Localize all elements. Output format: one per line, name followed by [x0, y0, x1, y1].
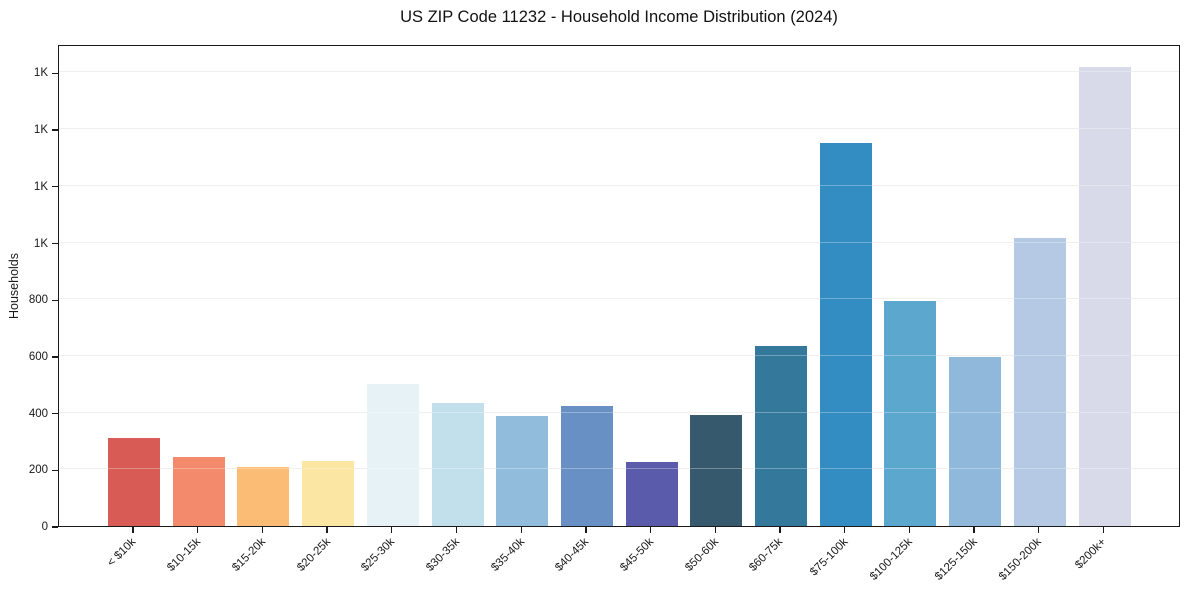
gridline [59, 411, 1179, 413]
x-tick-label: $20-25k [294, 536, 333, 574]
x-tick-label: $50-60k [682, 536, 721, 574]
x-tick-mark [973, 527, 975, 533]
gridline [59, 468, 1179, 470]
y-tick-mark [52, 469, 58, 471]
bar-125150k [949, 357, 1002, 526]
bar-10k [108, 438, 160, 526]
bar-100125k [884, 301, 937, 526]
gridline-overlay [59, 241, 1179, 243]
gridlines-over [59, 46, 1179, 526]
y-tick-label: 1K [33, 237, 48, 250]
gridline-overlay [59, 411, 1179, 413]
x-tick-mark [520, 527, 522, 533]
bar-3540k [496, 416, 549, 526]
x-tick-mark [908, 527, 911, 533]
y-tick-label: 1K [33, 124, 48, 137]
y-axis-label: Households [7, 252, 21, 320]
y-tick-label: 0 [41, 521, 48, 533]
gridline-overlay [59, 71, 1179, 73]
x-tick-label: $100-125k [867, 536, 915, 583]
bar-3035k [431, 402, 484, 526]
y-tick-label: 600 [28, 350, 48, 363]
bar-5060k [690, 415, 743, 526]
bars-layer [59, 46, 1179, 526]
y-tick-label: 200 [28, 464, 48, 477]
x-tick-label: $60-75k [747, 536, 786, 574]
x-tick-label: $150-200k [997, 536, 1045, 583]
x-tick-mark [714, 527, 716, 533]
y-tick-mark [52, 526, 58, 528]
gridline [59, 128, 1179, 130]
bar-1015k [172, 456, 225, 526]
bar-1520k [237, 467, 290, 526]
bar-6075k [755, 346, 807, 526]
plot-area [58, 45, 1180, 527]
gridline-overlay [59, 354, 1179, 356]
y-tick-mark [52, 412, 58, 415]
x-tick-label: $25-30k [359, 536, 398, 574]
bar-200k [1078, 67, 1131, 526]
gridlines-under [59, 46, 1179, 526]
x-tick-label: $10-15k [165, 536, 204, 574]
x-tick-label: $15-20k [230, 536, 268, 574]
x-tick-label: $30-35k [424, 536, 462, 574]
gridline [59, 354, 1179, 356]
bar-2530k [366, 384, 419, 526]
y-tick-mark [52, 129, 58, 131]
x-tick-mark [132, 527, 134, 533]
y-tick-label: 1K [33, 67, 48, 80]
y-tick-mark [52, 356, 58, 358]
x-tick-mark [197, 527, 199, 533]
gridline-overlay [59, 184, 1179, 186]
bar-150200k [1013, 237, 1066, 526]
x-tick-mark [455, 527, 458, 533]
gridline-overlay [59, 298, 1179, 300]
bar-2025k [302, 461, 355, 526]
y-tick-mark [52, 186, 58, 188]
x-tick-label: $35-40k [488, 536, 527, 574]
x-tick-mark [391, 527, 393, 533]
x-tick-mark [649, 527, 652, 533]
gridline [59, 298, 1179, 300]
y-tick-mark [52, 242, 58, 245]
x-tick-mark [585, 527, 587, 533]
x-tick-label: $40-45k [553, 536, 592, 574]
y-tick-label: 800 [28, 294, 48, 307]
x-tick-mark [326, 527, 328, 533]
x-tick-label: $75-100k [807, 536, 851, 579]
x-tick-label: $45-50k [618, 536, 657, 574]
x-tick-label: $200k+ [1073, 536, 1109, 572]
gridline-overlay [59, 468, 1179, 470]
x-tick-mark [844, 527, 846, 533]
x-tick-mark [1102, 527, 1105, 533]
gridline [59, 71, 1179, 73]
x-tick-label: < $10k [105, 536, 139, 570]
x-tick-mark [261, 527, 264, 533]
gridline-overlay [59, 128, 1179, 130]
y-tick-label: 1K [33, 180, 48, 193]
x-tick-mark [779, 527, 781, 533]
chart-title: US ZIP Code 11232 - Household Income Dis… [400, 8, 838, 26]
bar-75100k [819, 142, 872, 526]
y-tick-mark [52, 72, 58, 75]
y-tick-mark [52, 299, 58, 301]
gridline [59, 184, 1179, 186]
x-tick-label: $125-150k [932, 536, 980, 583]
gridline [59, 241, 1179, 243]
bar-4550k [625, 461, 678, 526]
y-tick-label: 400 [28, 407, 48, 420]
bar-4045k [560, 406, 613, 526]
x-tick-mark [1038, 527, 1040, 533]
